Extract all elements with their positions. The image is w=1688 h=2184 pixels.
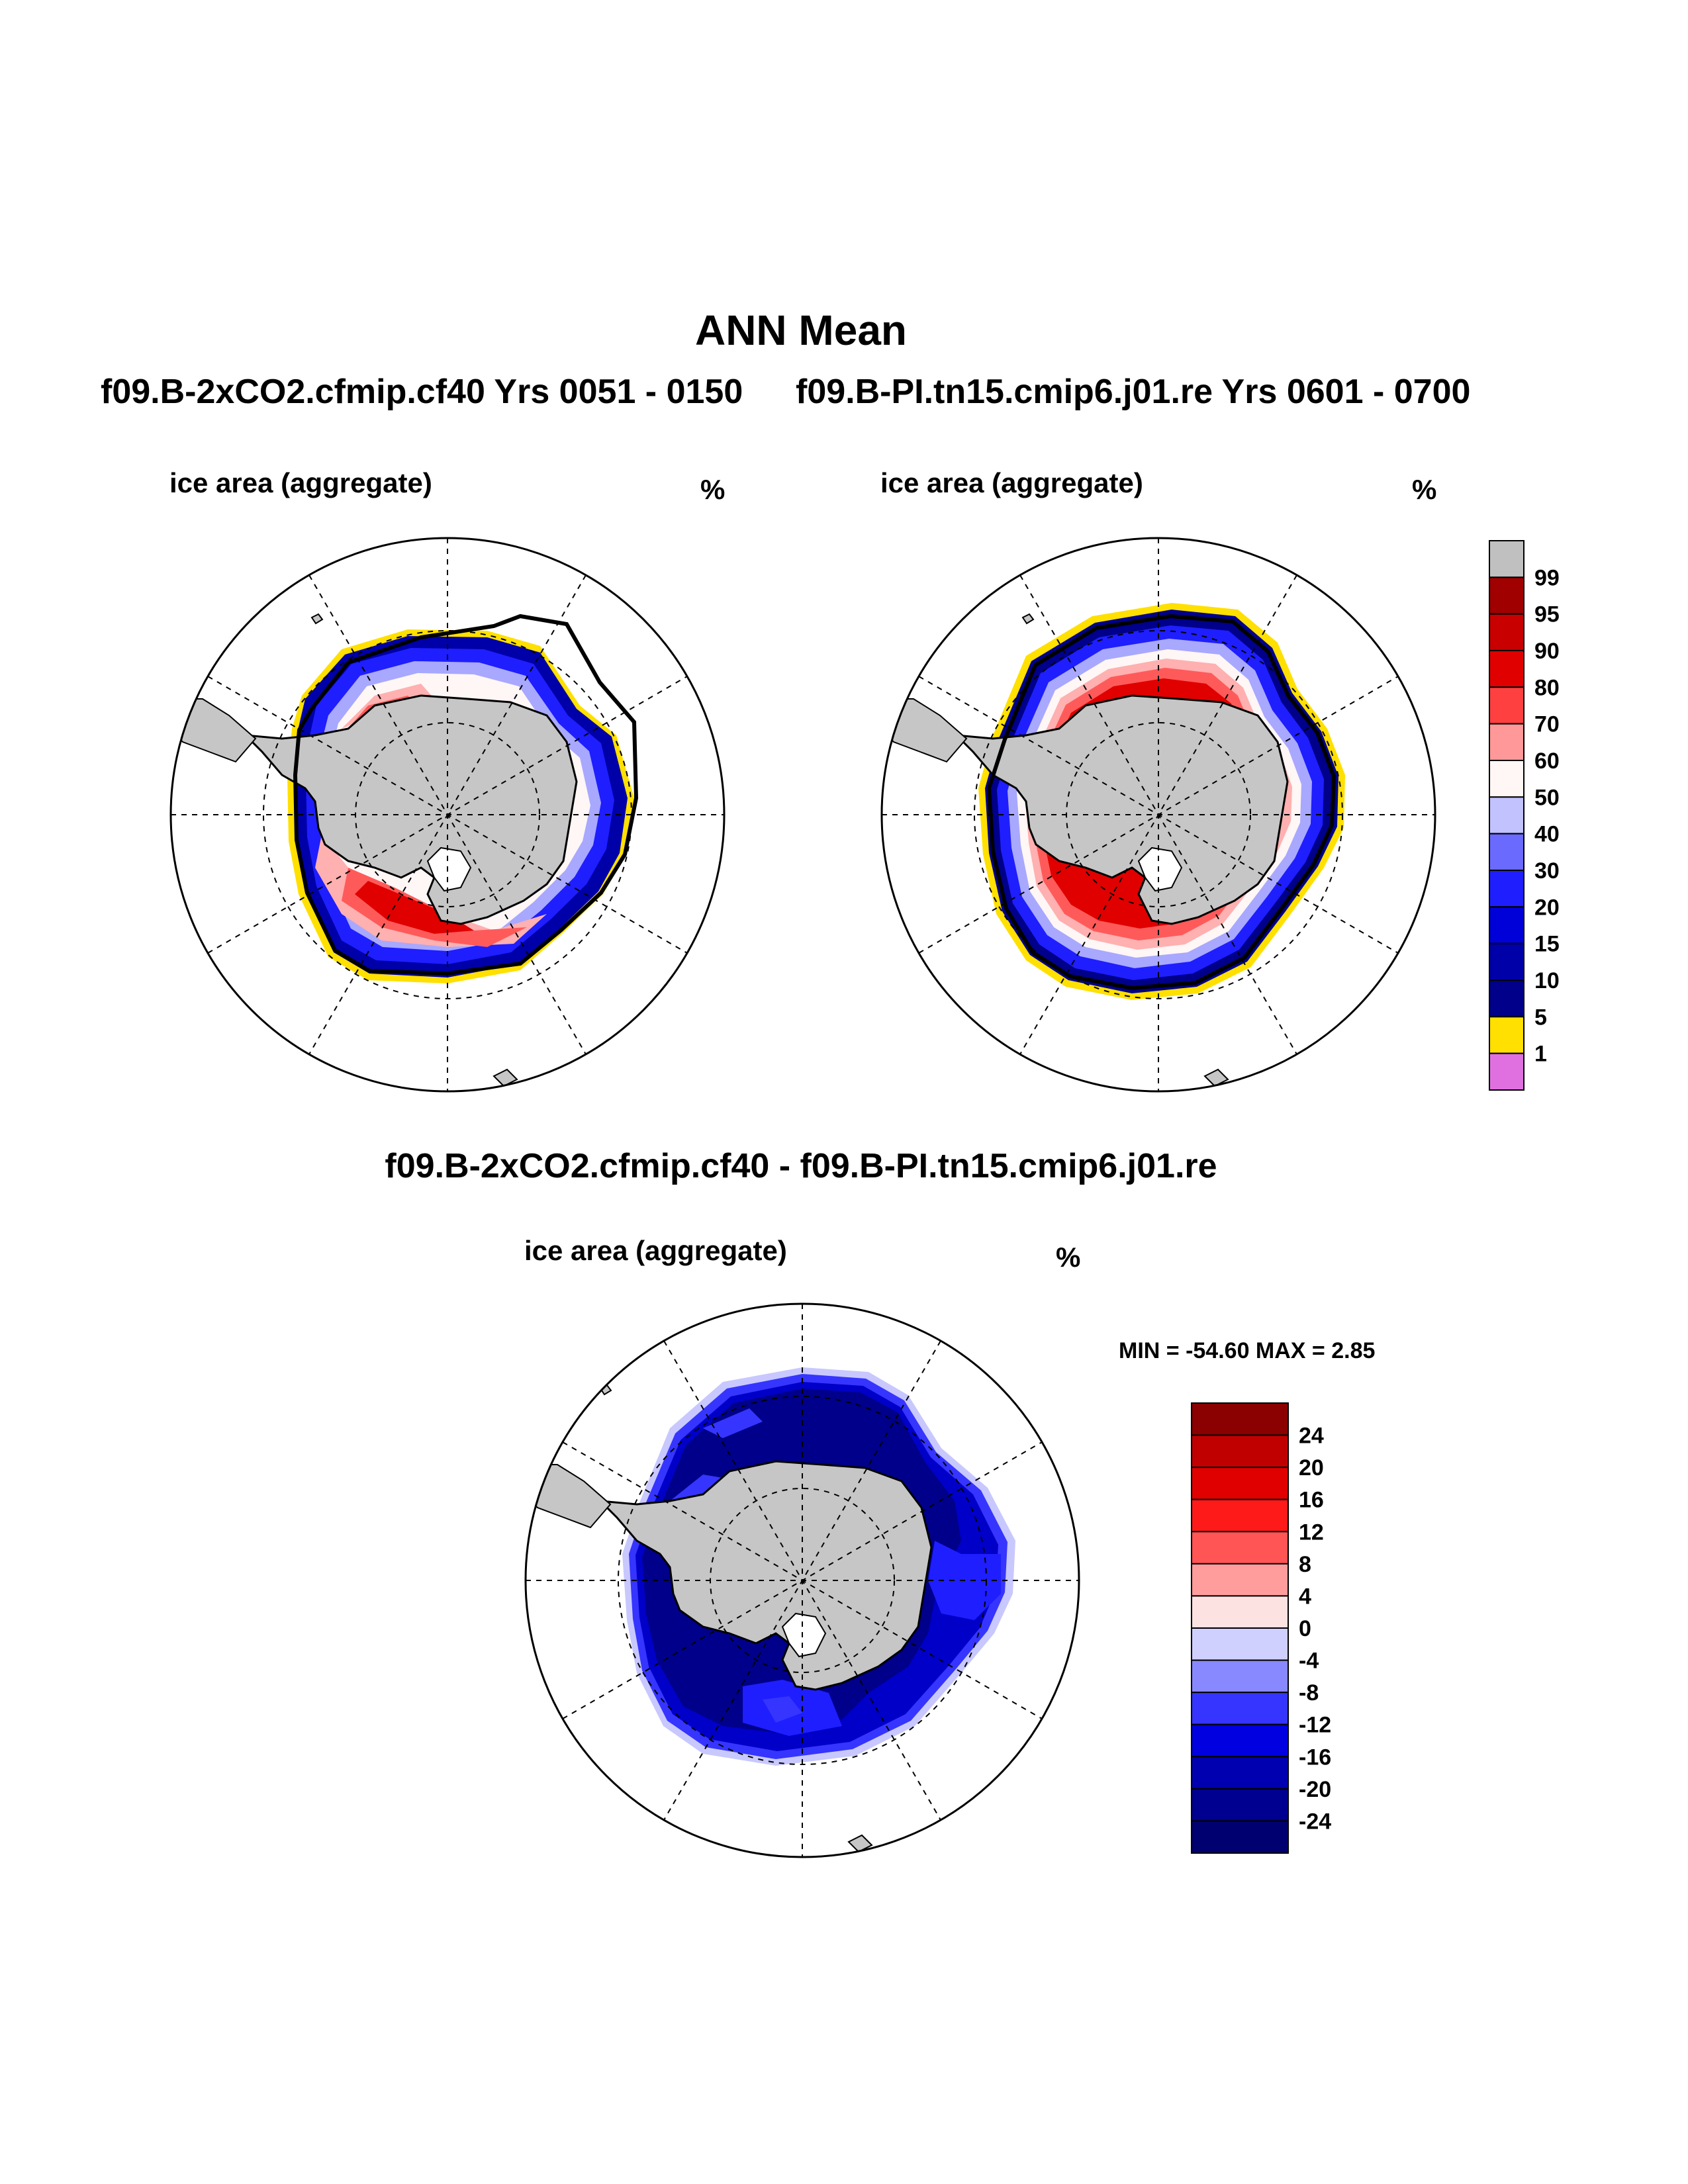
cb-main-label: 95 — [1534, 602, 1560, 627]
cb-main-swatch — [1489, 942, 1524, 981]
cb-diff-label: 24 — [1299, 1424, 1324, 1449]
cb-main-label: 80 — [1534, 675, 1560, 700]
panel3-variable-label: ice area (aggregate) — [524, 1235, 787, 1266]
cb-main-label: 20 — [1534, 895, 1560, 920]
cb-main-label: 90 — [1534, 639, 1560, 664]
cb-main-label: 10 — [1534, 968, 1560, 993]
cb-diff-swatch — [1191, 1467, 1289, 1500]
cb-diff-swatch — [1191, 1820, 1289, 1854]
panel2-units-label: % — [1412, 474, 1437, 505]
colorbar-main: 99 95 90 80 70 60 50 40 30 20 15 10 5 1 — [1489, 540, 1560, 1091]
panel3-units-label: % — [1056, 1242, 1081, 1273]
cb-diff-label: -16 — [1299, 1745, 1331, 1770]
cb-diff-swatch — [1191, 1692, 1289, 1725]
cb-diff-label: 16 — [1299, 1488, 1324, 1513]
cb-diff-label: -4 — [1299, 1649, 1319, 1674]
cb-main-label: 5 — [1534, 1005, 1547, 1030]
cb-main-swatch — [1489, 906, 1524, 944]
colorbar-difference: 24 20 16 12 8 4 0 -4 -8 -12 -16 -20 -24 — [1191, 1402, 1331, 1854]
cb-diff-swatch — [1191, 1659, 1289, 1694]
main-title: ANN Mean — [694, 306, 908, 354]
cb-diff-swatch — [1191, 1531, 1289, 1565]
cb-diff-swatch — [1191, 1788, 1289, 1822]
cb-diff-label: -24 — [1299, 1809, 1331, 1834]
cb-main-swatch — [1489, 760, 1524, 798]
cb-main-swatch — [1489, 1052, 1524, 1091]
cb-diff-label: 8 — [1299, 1552, 1311, 1577]
cb-diff-swatch — [1191, 1627, 1289, 1661]
cb-main-label: 99 — [1534, 565, 1560, 590]
cb-diff-swatch — [1191, 1402, 1289, 1436]
cb-main-swatch — [1489, 613, 1524, 652]
cb-main-swatch — [1489, 833, 1524, 871]
cb-main-swatch — [1489, 796, 1524, 835]
cb-main-swatch — [1489, 1016, 1524, 1054]
panel3-map — [524, 1302, 1080, 1858]
cb-main-label: 60 — [1534, 749, 1560, 774]
cb-diff-label: -12 — [1299, 1713, 1331, 1738]
cb-diff-swatch — [1191, 1595, 1289, 1629]
cb-diff-label: 20 — [1299, 1455, 1324, 1480]
cb-diff-label: -20 — [1299, 1777, 1331, 1802]
panel1-map — [169, 537, 726, 1093]
cb-main-label: 40 — [1534, 822, 1560, 847]
cb-main-swatch — [1489, 723, 1524, 761]
case1-title: f09.B-2xCO2.cfmip.cf40 Yrs 0051 - 0150 — [101, 373, 743, 411]
cb-diff-swatch — [1191, 1434, 1289, 1469]
cb-diff-swatch — [1191, 1498, 1289, 1533]
cb-diff-swatch — [1191, 1723, 1289, 1758]
cb-diff-label: -8 — [1299, 1680, 1319, 1706]
cb-main-label: 70 — [1534, 712, 1560, 737]
cb-diff-label: 0 — [1299, 1616, 1311, 1641]
case2-title: f09.B-PI.tn15.cmip6.j01.re Yrs 0601 - 07… — [796, 373, 1471, 411]
cb-diff-label: 12 — [1299, 1520, 1324, 1545]
panel2-variable-label: ice area (aggregate) — [880, 467, 1143, 498]
cb-main-swatch — [1489, 576, 1524, 615]
panel1-variable-label: ice area (aggregate) — [169, 467, 432, 498]
cb-diff-swatch — [1191, 1756, 1289, 1790]
min-max-label: MIN = -54.60 MAX = 2.85 — [1119, 1338, 1376, 1363]
cb-main-swatch — [1489, 650, 1524, 688]
cb-main-label: 1 — [1534, 1042, 1547, 1067]
cb-main-label: 50 — [1534, 785, 1560, 810]
cb-main-swatch — [1489, 979, 1524, 1018]
cb-diff-swatch — [1191, 1563, 1289, 1597]
panel2-map — [880, 537, 1436, 1093]
cb-main-swatch — [1489, 540, 1524, 578]
cb-diff-label: 4 — [1299, 1584, 1311, 1609]
cb-main-swatch — [1489, 870, 1524, 908]
difference-title: f09.B-2xCO2.cfmip.cf40 - f09.B-PI.tn15.c… — [385, 1147, 1217, 1185]
cb-main-swatch — [1489, 686, 1524, 725]
cb-main-label: 30 — [1534, 858, 1560, 884]
cb-main-label: 15 — [1534, 932, 1560, 957]
panel1-units-label: % — [700, 474, 726, 505]
